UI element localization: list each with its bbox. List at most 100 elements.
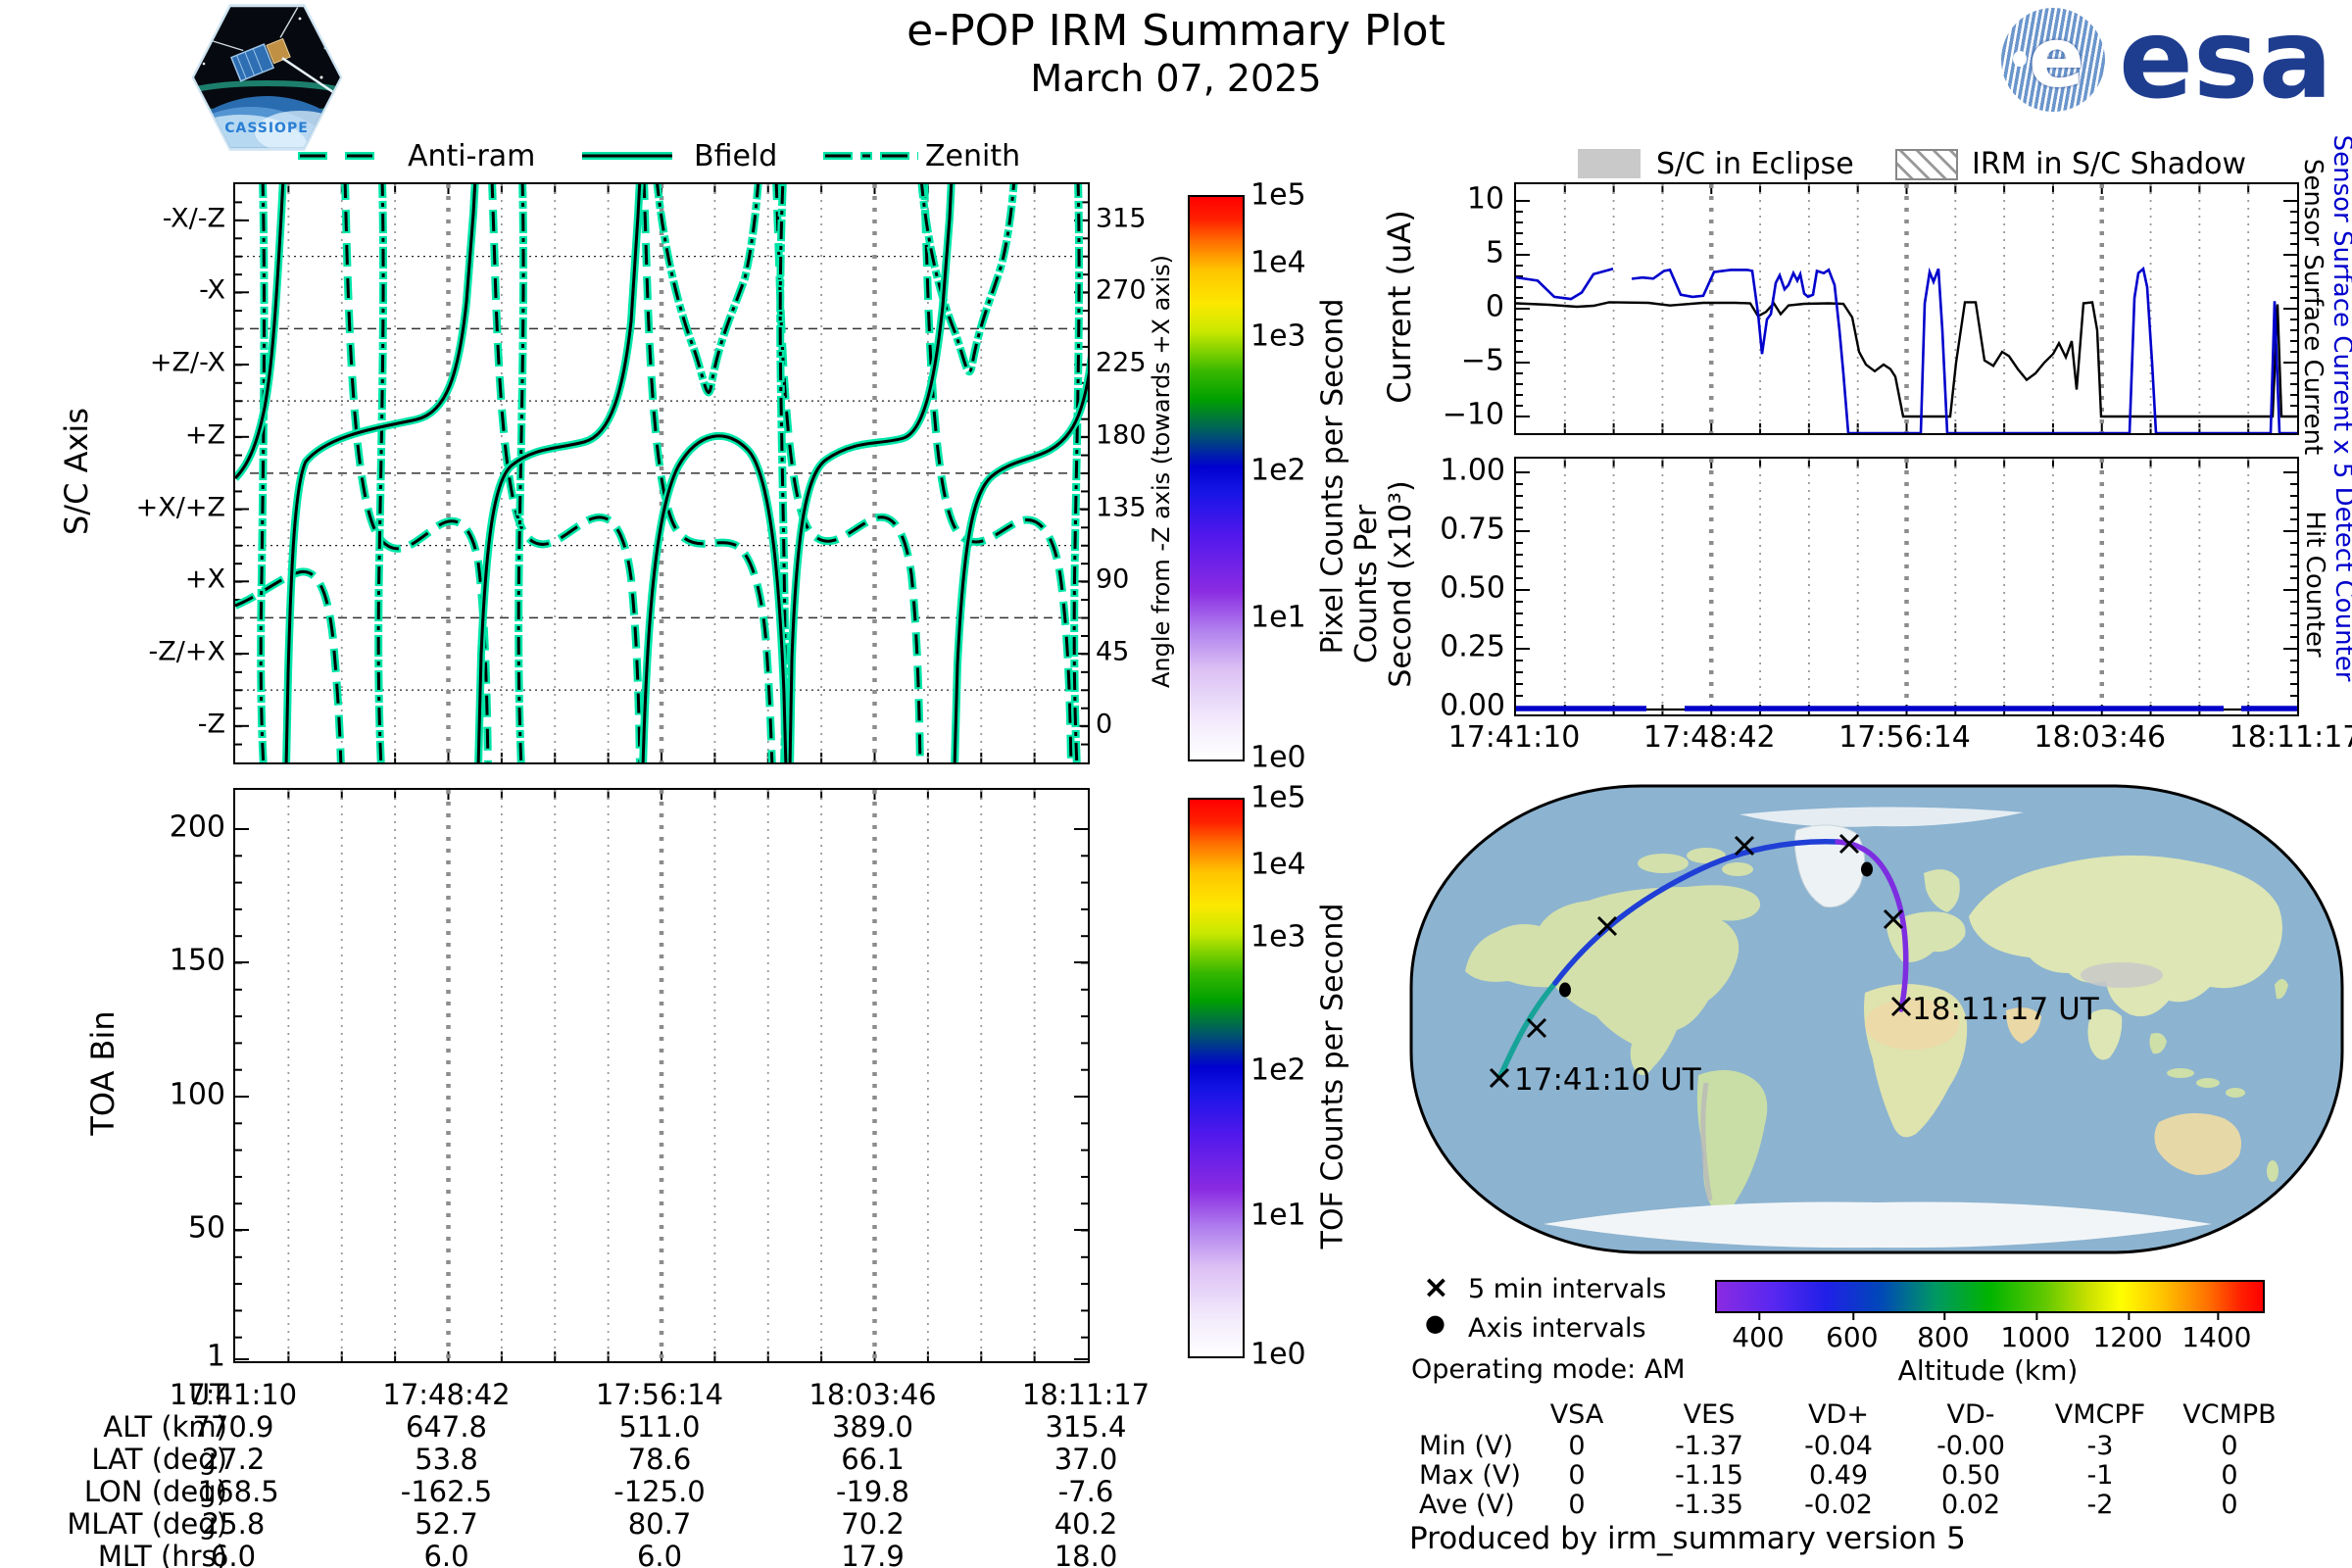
five-min-interval-markers (1489, 833, 1912, 1089)
legend-zenith-label: Zenith (925, 139, 1021, 173)
tof-colorbar-label: TOF Counts per Second (1315, 903, 1350, 1250)
detect-counter-label: Detect Counter (2329, 486, 2352, 682)
sensor-surface-current-x5-line-a (1516, 268, 1614, 301)
eph-row-label: ALT (km) (103, 1410, 227, 1444)
eph-row-label: LAT (deg) (91, 1443, 227, 1476)
tof-cbar-tick: 1e0 (1250, 1337, 1306, 1372)
esa-wordmark: esa (2119, 0, 2333, 123)
map-land (1465, 807, 2288, 1249)
sensor-surface-current-line (1516, 301, 2297, 418)
sensor-surface-current-x5-line-b (1631, 266, 2297, 433)
voltage-column-header: VMCPF (2054, 1399, 2146, 1430)
eph-cell: 389.0 (831, 1410, 914, 1444)
eph-row-label: MLT (hrs) (97, 1540, 227, 1568)
tof-colorbar-ticks: 1e5 1e4 1e3 1e2 1e1 1e0 (1250, 781, 1339, 1372)
pixel-cbar-tick: 1e1 (1250, 600, 1306, 634)
time-axis-labels: 17:41:10 17:48:42 17:56:14 18:03:46 18:11:17 (1448, 720, 2352, 760)
eph-cell: -168.5 (187, 1475, 279, 1508)
tof-cbar-tick: 1e2 (1250, 1053, 1306, 1088)
current-ytick: −5 (1460, 343, 1504, 378)
ground-track-map: 17:41:10 UT 18:11:17 UT (1406, 779, 2347, 1259)
tof-cbar-tick: 1e3 (1250, 919, 1306, 955)
eph-cell: 770.9 (192, 1410, 274, 1444)
voltage-cell: 0.50 (1940, 1460, 2001, 1491)
cassiope-mission-patch: CASSIOPE (191, 4, 343, 151)
eph-cell: 70.2 (841, 1507, 905, 1541)
altitude-colorbar (1715, 1280, 2265, 1313)
eph-row-label: MLAT (deg) (67, 1507, 227, 1541)
eph-cell: 78.6 (627, 1443, 692, 1476)
toa-ytick: 150 (169, 943, 225, 978)
sc-plot (233, 182, 1090, 764)
eclipse-swatch-icon (1578, 149, 1641, 178)
sc-angle-tick: 180 (1096, 419, 1147, 451)
time-tick: 17:56:14 (1838, 720, 1971, 755)
eph-cell: 315.4 (1045, 1410, 1127, 1444)
sc-ytick: -Z (197, 709, 225, 740)
time-tick: 18:03:46 (2034, 720, 2167, 755)
voltage-cell: -1.15 (1675, 1460, 1743, 1491)
sc-angle-tick: 315 (1096, 203, 1147, 234)
eph-row-label: LON (deg) (83, 1475, 227, 1508)
legend-antiram-line-icon (294, 141, 392, 171)
cassiope-patch-scene: CASSIOPE (194, 7, 340, 148)
voltage-cell: -3 (2086, 1431, 2114, 1461)
counts-ytick: 0.00 (1440, 688, 1505, 723)
current-ytick: −10 (1442, 397, 1504, 432)
eph-row: ALT (km) 770.9 647.8 511.0 389.0 315.4 (20, 1410, 1127, 1444)
sensor-surface-current-label: Sensor Surface Current (2298, 158, 2328, 456)
sc-ytick: +Z/-X (149, 347, 225, 378)
current-ytick: 5 (1485, 235, 1504, 270)
eph-cell: 17:48:42 (382, 1378, 511, 1411)
eph-row-label: UT (189, 1378, 227, 1411)
voltage-cell: -2 (2086, 1490, 2114, 1520)
eph-cell: 27.2 (201, 1443, 266, 1476)
counts-ylabel-line1: Counts Per (1349, 504, 1384, 664)
page-date: March 07, 2025 (1030, 57, 1322, 100)
pixel-cbar-tick: 1e5 (1250, 177, 1306, 213)
tof-cbar-tick: 1e4 (1250, 847, 1306, 882)
counts-ytick: 0.25 (1440, 629, 1505, 664)
counts-ytick-labels: 1.00 0.75 0.50 0.25 0.00 (1419, 454, 1505, 723)
sc-ytick: +X (184, 564, 225, 595)
voltage-row-label: Max (V) (1419, 1460, 1521, 1491)
axis-interval-markers (1559, 861, 1873, 998)
x-marker-icon: × (1423, 1268, 1449, 1305)
shadow-legend-label: IRM in S/C Shadow (1972, 147, 2247, 181)
patch-mission-name: CASSIOPE (224, 121, 309, 136)
pixel-colorbar-label: Pixel Counts per Second (1315, 298, 1350, 655)
eph-cell: 18:03:46 (808, 1378, 937, 1411)
sc-angle-tick: 225 (1096, 347, 1147, 378)
pixel-cbar-tick: 1e3 (1250, 318, 1306, 353)
esa-globe-dot (2013, 51, 2027, 67)
eph-cell: 17.9 (841, 1540, 905, 1568)
time-tick: 17:41:10 (1447, 720, 1581, 755)
track-start-label: 17:41:10 UT (1514, 1062, 1702, 1098)
sc-angle-tick: 90 (1096, 564, 1130, 595)
footer-note: Produced by irm_summary version 5 (1409, 1521, 1966, 1556)
tof-cbar-tick: 1e5 (1250, 780, 1306, 815)
sc-angle-tick-labels: 315 270 225 180 135 90 45 0 (1096, 182, 1154, 760)
voltage-header-row: VSA VES VD+ VD- VMCPF VCMPB (1419, 1399, 2311, 1430)
eph-cell: 6.0 (210, 1540, 257, 1568)
voltage-cell: -0.04 (1804, 1431, 1873, 1461)
pixel-cbar-tick: 1e4 (1250, 245, 1306, 280)
eph-cell: 17:56:14 (595, 1378, 724, 1411)
alt-tick: 1200 (2092, 1311, 2163, 1353)
eph-cell: 80.7 (627, 1507, 692, 1541)
cassiope-patch-art: CASSIOPE (194, 7, 340, 148)
eph-row: MLT (hrs) 6.0 6.0 6.0 17.9 18.0 (20, 1540, 1127, 1568)
eph-cell: 25.8 (201, 1507, 266, 1541)
time-tick: 18:11:17 (2229, 720, 2352, 755)
sc-angle-tick: 270 (1096, 274, 1147, 306)
sensor-surface-current-x5-label: Sensor Surface Current x 5 (2328, 134, 2352, 479)
voltage-cell: 0 (1568, 1490, 1586, 1520)
esa-globe-e: e (2029, 10, 2084, 106)
voltage-cell: -1 (2086, 1460, 2114, 1491)
alt-tick: 1400 (2181, 1311, 2252, 1353)
toa-ytick-labels: 200 150 100 50 1 (98, 788, 225, 1374)
eph-cell: -162.5 (400, 1475, 493, 1508)
pixel-cbar-tick: 1e2 (1250, 453, 1306, 488)
voltage-row: Min (V) 0 -1.37 -0.04 -0.00 -3 0 (1419, 1431, 2311, 1461)
